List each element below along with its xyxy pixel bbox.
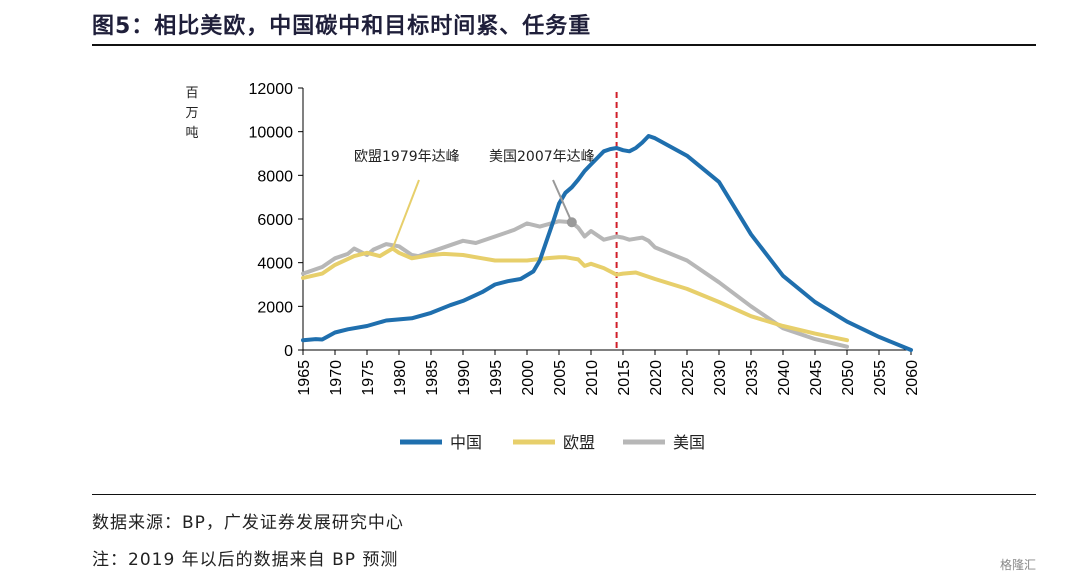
footer-divider — [92, 494, 1036, 495]
x-tick-label: 2025 — [680, 360, 697, 396]
x-tick-label: 2055 — [872, 360, 889, 396]
legend-label-eu: 欧盟 — [563, 433, 595, 452]
y-axis-unit-char: 万 — [185, 106, 198, 121]
x-tick-label: 1985 — [424, 360, 441, 396]
x-tick-label: 2040 — [776, 360, 793, 396]
series-line-eu — [301, 246, 849, 343]
title-divider — [92, 44, 1036, 46]
y-axis-unit-char: 吨 — [185, 126, 198, 141]
x-tick-label: 2005 — [552, 360, 569, 396]
y-tick-label: 4000 — [257, 256, 293, 273]
x-tick-label: 1970 — [328, 360, 345, 396]
x-tick-label: 2035 — [744, 360, 761, 396]
footnote-text: 注：2019 年以后的数据来自 BP 预测 — [92, 550, 399, 570]
us-peak-marker — [566, 217, 577, 228]
data-source-text: 数据来源：BP，广发证券发展研究中心 — [92, 513, 404, 533]
chart-annotations: 欧盟1979年达峰 美国2007年达峰 — [354, 149, 595, 249]
y-axis-unit-char: 百 — [185, 86, 198, 101]
figure-title: 图5：相比美欧，中国碳中和目标时间紧、任务重 — [92, 14, 592, 39]
x-tick-label: 1965 — [296, 360, 313, 396]
x-tick-label: 2060 — [904, 360, 921, 396]
eu-peak-pointer — [391, 179, 420, 249]
chart-legend: 中国 欧盟 美国 — [400, 433, 705, 452]
series-line-china — [301, 134, 913, 352]
x-tick-label: 2010 — [584, 360, 601, 396]
x-tick-label: 2000 — [520, 360, 537, 396]
x-tick-label: 2050 — [840, 360, 857, 396]
x-tick-label: 2045 — [808, 360, 825, 396]
y-tick-label: 10000 — [249, 125, 294, 142]
y-tick-label: 12000 — [249, 81, 294, 98]
eu-peak-annotation: 欧盟1979年达峰 — [354, 149, 460, 165]
y-tick-label: 8000 — [257, 168, 293, 185]
y-tick-label: 0 — [284, 343, 293, 360]
x-tick-label: 2030 — [712, 360, 729, 396]
chart-axes: 0 2000 4000 6000 8000 10000 12000 百万吨 1965 1970 19… — [185, 81, 921, 396]
legend-label-china: 中国 — [450, 433, 482, 452]
series-line-us — [301, 219, 849, 349]
watermark-logo: 格隆汇 — [1000, 558, 1037, 572]
x-tick-label: 2015 — [616, 360, 633, 396]
chart-series — [301, 134, 913, 352]
x-tick-label: 2020 — [648, 360, 665, 396]
y-tick-label: 2000 — [257, 299, 293, 316]
us-peak-annotation: 美国2007年达峰 — [489, 149, 595, 165]
x-tick-label: 1980 — [392, 360, 409, 396]
x-tick-label: 1995 — [488, 360, 505, 396]
y-tick-label: 6000 — [257, 212, 293, 229]
us-peak-pointer — [552, 179, 573, 223]
x-tick-label: 1975 — [360, 360, 377, 396]
x-tick-label: 1990 — [456, 360, 473, 396]
legend-label-us: 美国 — [673, 433, 705, 452]
